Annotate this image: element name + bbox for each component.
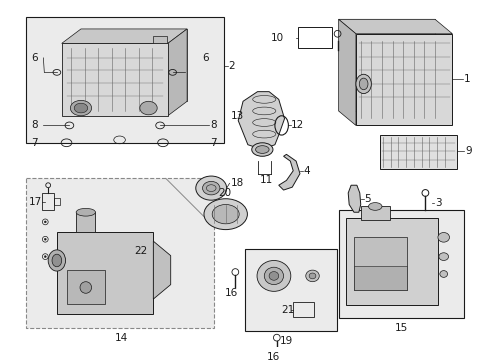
Ellipse shape bbox=[268, 271, 278, 280]
Text: 16: 16 bbox=[266, 352, 279, 360]
Bar bbox=[346, 218, 437, 305]
Bar bbox=[54, 198, 60, 206]
Text: 21: 21 bbox=[281, 305, 294, 315]
Ellipse shape bbox=[255, 146, 268, 153]
Text: 13: 13 bbox=[230, 111, 243, 121]
Text: 19: 19 bbox=[279, 336, 292, 346]
Bar bbox=[244, 249, 336, 331]
Text: 3: 3 bbox=[434, 198, 441, 208]
Text: 2: 2 bbox=[228, 60, 235, 71]
Polygon shape bbox=[153, 241, 170, 299]
Text: 9: 9 bbox=[464, 147, 470, 157]
Text: 14: 14 bbox=[115, 333, 128, 343]
Polygon shape bbox=[81, 29, 187, 101]
Ellipse shape bbox=[212, 204, 239, 224]
Polygon shape bbox=[238, 92, 284, 149]
Ellipse shape bbox=[359, 78, 367, 90]
Ellipse shape bbox=[438, 253, 447, 261]
Text: 8: 8 bbox=[210, 120, 217, 130]
Text: 5: 5 bbox=[364, 194, 370, 204]
Text: 8: 8 bbox=[31, 120, 38, 130]
Ellipse shape bbox=[439, 271, 447, 277]
Ellipse shape bbox=[257, 261, 290, 291]
Bar bbox=[293, 302, 314, 318]
Polygon shape bbox=[353, 266, 406, 291]
Bar bbox=[338, 210, 463, 318]
Text: 7: 7 bbox=[210, 138, 217, 148]
Ellipse shape bbox=[80, 282, 91, 293]
Ellipse shape bbox=[355, 74, 370, 94]
Bar bbox=[379, 135, 456, 169]
Ellipse shape bbox=[52, 254, 61, 267]
Ellipse shape bbox=[74, 103, 87, 113]
Ellipse shape bbox=[368, 203, 381, 210]
Polygon shape bbox=[338, 19, 451, 34]
Ellipse shape bbox=[437, 233, 448, 242]
Bar bbox=[355, 34, 451, 125]
Polygon shape bbox=[347, 185, 360, 212]
Ellipse shape bbox=[308, 273, 315, 279]
Polygon shape bbox=[61, 29, 187, 44]
Polygon shape bbox=[338, 19, 355, 125]
Bar bbox=[360, 206, 389, 220]
Ellipse shape bbox=[44, 238, 46, 240]
Bar bbox=[353, 237, 406, 291]
Ellipse shape bbox=[264, 267, 283, 285]
Text: 16: 16 bbox=[224, 288, 238, 298]
Ellipse shape bbox=[44, 221, 46, 223]
Text: 22: 22 bbox=[134, 246, 147, 256]
Text: 4: 4 bbox=[303, 166, 310, 176]
Polygon shape bbox=[76, 212, 95, 231]
Text: 12: 12 bbox=[291, 120, 304, 130]
Bar bbox=[57, 231, 153, 314]
Ellipse shape bbox=[203, 199, 247, 230]
Polygon shape bbox=[278, 154, 299, 190]
Bar bbox=[297, 27, 331, 48]
Text: 6: 6 bbox=[202, 53, 209, 63]
Ellipse shape bbox=[48, 250, 65, 271]
Text: 7: 7 bbox=[31, 138, 38, 148]
Text: 20: 20 bbox=[218, 188, 231, 198]
Text: 11: 11 bbox=[259, 175, 272, 185]
Ellipse shape bbox=[202, 181, 220, 195]
Text: 17: 17 bbox=[29, 197, 42, 207]
Ellipse shape bbox=[251, 143, 272, 156]
Text: 18: 18 bbox=[230, 178, 243, 188]
Bar bbox=[26, 17, 224, 143]
Ellipse shape bbox=[195, 176, 226, 200]
Ellipse shape bbox=[140, 101, 157, 115]
Bar bbox=[61, 44, 167, 116]
Ellipse shape bbox=[305, 270, 319, 282]
Bar bbox=[26, 179, 214, 328]
Bar bbox=[42, 193, 54, 210]
Text: 15: 15 bbox=[394, 323, 407, 333]
Ellipse shape bbox=[70, 100, 91, 116]
Text: 10: 10 bbox=[270, 33, 284, 42]
Bar bbox=[153, 36, 166, 44]
Ellipse shape bbox=[44, 256, 46, 258]
Text: 6: 6 bbox=[31, 53, 38, 63]
Bar bbox=[66, 270, 105, 304]
Text: 1: 1 bbox=[463, 74, 469, 84]
Polygon shape bbox=[338, 19, 434, 111]
Polygon shape bbox=[167, 29, 187, 116]
Ellipse shape bbox=[76, 208, 95, 216]
